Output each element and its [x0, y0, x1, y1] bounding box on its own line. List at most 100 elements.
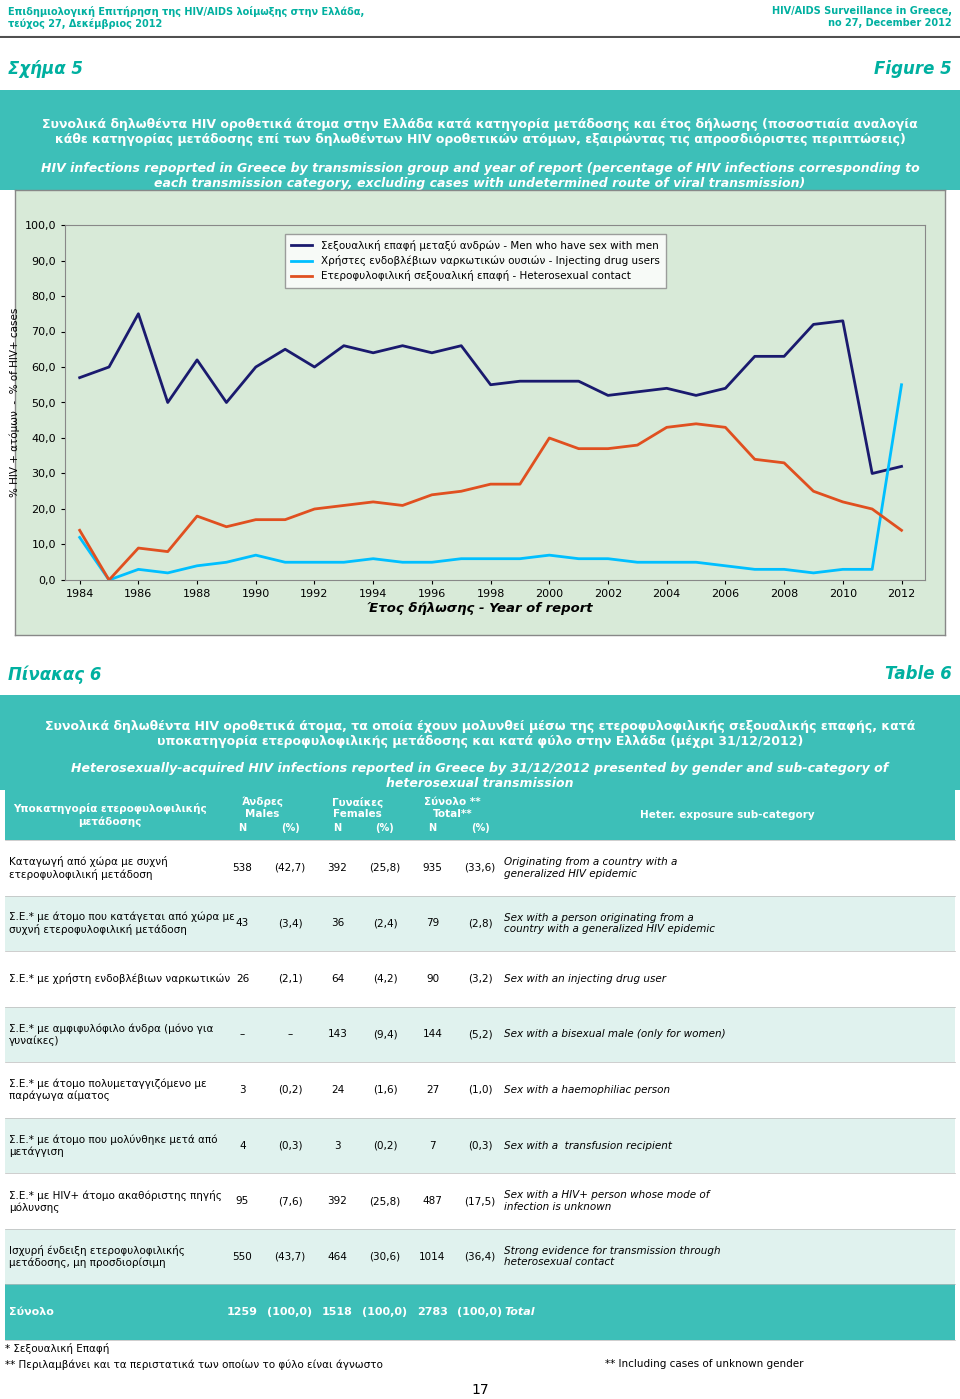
Text: Σύνολο: Σύνολο [9, 1307, 54, 1318]
Text: Συνολικά δηλωθέντα HIV οροθετικά άτομα στην Ελλάδα κατά κατηγορία μετάδοσης και : Συνολικά δηλωθέντα HIV οροθετικά άτομα σ… [42, 118, 918, 145]
Text: 550: 550 [232, 1252, 252, 1262]
Y-axis label: % HIV + ατόμων  -  % of HIV+ cases: % HIV + ατόμων - % of HIV+ cases [10, 308, 20, 497]
Text: Σχήμα 5: Σχήμα 5 [8, 60, 83, 78]
Text: (9,4): (9,4) [372, 1030, 397, 1039]
Text: HIV/AIDS Surveillance in Greece,
no 27, December 2012: HIV/AIDS Surveillance in Greece, no 27, … [772, 6, 952, 28]
Text: Table 6: Table 6 [885, 665, 952, 683]
Text: Sex with a person originating from a
country with a generalized HIV epidemic: Sex with a person originating from a cou… [504, 912, 715, 935]
Text: 64: 64 [331, 974, 344, 983]
Text: (100,0): (100,0) [457, 1307, 503, 1318]
Text: 36: 36 [331, 918, 344, 929]
Text: 487: 487 [422, 1196, 443, 1206]
Bar [5, 1118, 955, 1174]
Text: Strong evidence for transmission through
heterosexual contact: Strong evidence for transmission through… [504, 1247, 721, 1267]
Text: Sex with a haemophiliac person: Sex with a haemophiliac person [504, 1086, 670, 1095]
Text: 27: 27 [426, 1086, 439, 1095]
Text: 464: 464 [327, 1252, 348, 1262]
Text: 3: 3 [239, 1086, 246, 1095]
Text: 2783: 2783 [417, 1307, 448, 1318]
Text: * Σεξουαλική Επαφή: * Σεξουαλική Επαφή [5, 1343, 109, 1354]
Text: (42,7): (42,7) [275, 863, 305, 873]
Text: (100,0): (100,0) [268, 1307, 313, 1318]
Text: (36,4): (36,4) [465, 1252, 495, 1262]
Text: 143: 143 [327, 1030, 348, 1039]
Text: Σ.Ε.* με άτομο πολυμεταγγιζόμενο με
παράγωγα αίματος: Σ.Ε.* με άτομο πολυμεταγγιζόμενο με παρά… [9, 1079, 206, 1101]
Text: Sex with a  transfusion recipient: Sex with a transfusion recipient [504, 1140, 672, 1150]
Text: Υποκατηγορία ετεροφυλοφιλικής
μετάδοσης: Υποκατηγορία ετεροφυλοφιλικής μετάδοσης [13, 803, 206, 827]
Text: 24: 24 [331, 1086, 344, 1095]
Text: (0,2): (0,2) [372, 1140, 397, 1150]
Text: (0,3): (0,3) [277, 1140, 302, 1150]
Text: Έτος δήλωσης - Year of report: Έτος δήλωσης - Year of report [367, 603, 593, 616]
Text: Επιδημιολογική Επιτήρηση της HIV/AIDS λοίμωξης στην Ελλάδα,
τεύχος 27, Δεκέμβριο: Επιδημιολογική Επιτήρηση της HIV/AIDS λο… [8, 6, 364, 29]
Text: (43,7): (43,7) [275, 1252, 305, 1262]
Text: HIV infections repoprted in Greece by transmission group and year of report (per: HIV infections repoprted in Greece by tr… [40, 162, 920, 190]
Text: (%): (%) [375, 823, 395, 832]
Text: Σ.Ε.* με χρήστη ενδοβλέβιων ναρκωτικών: Σ.Ε.* με χρήστη ενδοβλέβιων ναρκωτικών [9, 974, 230, 985]
Text: (33,6): (33,6) [465, 863, 495, 873]
Text: (0,2): (0,2) [277, 1086, 302, 1095]
Text: (4,2): (4,2) [372, 974, 397, 983]
Bar [5, 790, 955, 839]
Text: 935: 935 [422, 863, 443, 873]
Text: ** Including cases of unknown gender: ** Including cases of unknown gender [605, 1358, 804, 1370]
Text: 3: 3 [334, 1140, 341, 1150]
Text: (25,8): (25,8) [370, 863, 400, 873]
Text: 392: 392 [327, 863, 348, 873]
Text: 1518: 1518 [322, 1307, 353, 1318]
Text: 7: 7 [429, 1140, 436, 1150]
Text: (%): (%) [470, 823, 490, 832]
Text: 17: 17 [471, 1384, 489, 1398]
Text: N: N [238, 823, 247, 832]
Text: Σ.Ε.* με HIV+ άτομο ακαθόριστης πηγής
μόλυνσης: Σ.Ε.* με HIV+ άτομο ακαθόριστης πηγής μό… [9, 1189, 222, 1213]
Bar [5, 1174, 955, 1228]
Text: Σ.Ε.* με αμφιφυλόφιλο άνδρα (μόνο για
γυναίκες): Σ.Ε.* με αμφιφυλόφιλο άνδρα (μόνο για γυ… [9, 1023, 213, 1046]
Text: (7,6): (7,6) [277, 1196, 302, 1206]
Text: (0,3): (0,3) [468, 1140, 492, 1150]
Bar [5, 1284, 955, 1340]
Text: (3,4): (3,4) [277, 918, 302, 929]
Legend: Σεξουαλική επαφή μεταξύ ανδρών - Men who have sex with men, Χρήστες ενδοβλέβιων : Σεξουαλική επαφή μεταξύ ανδρών - Men who… [285, 234, 665, 288]
Text: 1014: 1014 [420, 1252, 445, 1262]
Text: Σύνολο **
Total**: Σύνολο ** Total** [424, 797, 481, 818]
Text: Σ.Ε.* με άτομο που μολύνθηκε μετά από
μετάγγιση: Σ.Ε.* με άτομο που μολύνθηκε μετά από με… [9, 1135, 218, 1157]
Text: Καταγωγή από χώρα με συχνή
ετεροφυλοφιλική μετάδοση: Καταγωγή από χώρα με συχνή ετεροφυλοφιλι… [9, 856, 168, 880]
Text: Sex with a HIV+ person whose mode of
infection is unknown: Sex with a HIV+ person whose mode of inf… [504, 1191, 709, 1212]
Text: –: – [287, 1030, 293, 1039]
Text: (17,5): (17,5) [465, 1196, 495, 1206]
Text: Sex with an injecting drug user: Sex with an injecting drug user [504, 974, 666, 983]
Text: Πίνακας 6: Πίνακας 6 [8, 665, 102, 684]
Text: 144: 144 [422, 1030, 443, 1039]
Text: 26: 26 [236, 974, 250, 983]
Text: ** Περιλαμβάνει και τα περιστατικά των οποίων το φύλο είναι άγνωστο: ** Περιλαμβάνει και τα περιστατικά των ο… [5, 1358, 383, 1370]
Bar [5, 839, 955, 895]
Text: 4: 4 [239, 1140, 246, 1150]
Text: 392: 392 [327, 1196, 348, 1206]
Text: (%): (%) [280, 823, 300, 832]
Bar [5, 1228, 955, 1284]
Text: Άνδρες
Males: Άνδρες Males [242, 797, 283, 818]
Text: (30,6): (30,6) [370, 1252, 400, 1262]
Bar [5, 1007, 955, 1062]
Text: 43: 43 [236, 918, 250, 929]
Text: 1259: 1259 [227, 1307, 258, 1318]
Text: 538: 538 [232, 863, 252, 873]
Text: Figure 5: Figure 5 [875, 60, 952, 78]
Text: 95: 95 [236, 1196, 250, 1206]
Text: Heterosexually-acquired HIV infections reported in Greece by 31/12/2012 presente: Heterosexually-acquired HIV infections r… [71, 762, 889, 790]
Text: (1,6): (1,6) [372, 1086, 397, 1095]
Text: (25,8): (25,8) [370, 1196, 400, 1206]
Text: (3,2): (3,2) [468, 974, 492, 983]
Text: (2,4): (2,4) [372, 918, 397, 929]
Text: Originating from a country with a
generalized HIV epidemic: Originating from a country with a genera… [504, 858, 678, 879]
Text: (2,8): (2,8) [468, 918, 492, 929]
Text: 79: 79 [426, 918, 439, 929]
Text: 90: 90 [426, 974, 439, 983]
Text: (5,2): (5,2) [468, 1030, 492, 1039]
Bar [5, 1062, 955, 1118]
Bar [5, 895, 955, 951]
Text: Συνολικά δηλωθέντα HIV οροθετικά άτομα, τα οποία έχουν μολυνθεί μέσω της ετεροφυ: Συνολικά δηλωθέντα HIV οροθετικά άτομα, … [45, 720, 915, 748]
Text: –: – [240, 1030, 245, 1039]
Text: N: N [333, 823, 342, 832]
Text: N: N [428, 823, 437, 832]
